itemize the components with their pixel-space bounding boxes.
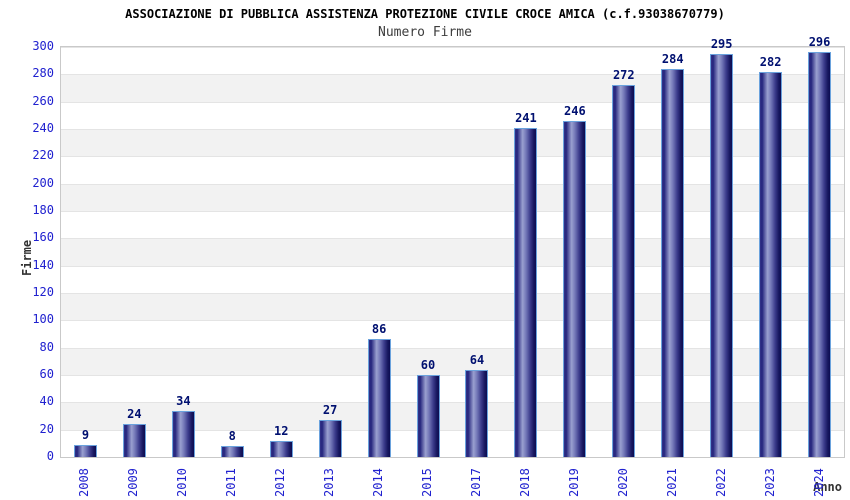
chart-subtitle: Numero Firme [378,25,472,40]
bar-2022 [710,53,734,457]
x-axis-title: Anno [813,480,842,494]
bar-2015 [416,375,440,457]
y-tick-label: 260 [32,93,54,108]
bar-value-label: 64 [469,352,485,367]
bar-2010 [171,410,195,457]
x-tick-label: 2017 [468,468,483,497]
bar-2024 [808,52,832,457]
bar-2012 [269,440,293,457]
chart-title: ASSOCIAZIONE DI PUBBLICA ASSISTENZA PROT… [125,7,725,21]
x-tick-label: 2013 [322,468,337,497]
grid-band [61,429,844,457]
x-tick-label: 2022 [713,468,728,497]
x-tick-label: 2010 [175,468,190,497]
y-tick-label: 180 [32,203,54,217]
bar-value-label: 272 [612,68,635,83]
bar-2020 [612,85,636,457]
grid-band [61,375,844,402]
y-tick-label: 60 [39,367,54,381]
y-tick-label: 220 [32,148,54,163]
bar-2011 [220,446,244,457]
bar-value-label: 27 [322,403,338,418]
bar-value-label: 86 [371,322,387,337]
bar-value-label: 246 [564,103,586,118]
x-tick-label: 2015 [420,468,435,497]
x-tick-label: 2019 [566,468,581,497]
y-axis: 0 20 40 60 80 100 120 140 160 180 200 220 240 260 280 3… [0,0,54,500]
y-tick-label: 120 [32,285,54,299]
x-tick-label: 2023 [762,468,777,497]
grid-band [61,320,844,347]
bar-value-label: 284 [661,51,684,66]
bar-2023 [759,71,783,457]
grid-band [61,156,844,183]
bar-value-label: 282 [759,54,782,69]
bar-value-label: 60 [420,358,436,372]
y-tick-label: 40 [39,394,54,409]
x-tick-label: 2020 [615,468,630,497]
x-tick-label: 2012 [273,468,288,497]
plot-area: 9 24 34 8 12 27 86 60 64 241 246 272 284 295 282 296 [60,35,845,458]
bar-2009 [122,424,146,457]
y-tick-label: 140 [32,257,54,272]
y-tick-label: 100 [32,312,54,327]
y-tick-label: 80 [39,339,54,354]
bar-2019 [563,120,587,457]
y-tick-label: 200 [32,175,54,190]
x-tick-label: 2014 [371,468,386,497]
bar-value-label: 12 [273,423,289,438]
y-tick-label: 300 [32,39,54,53]
bar-value-label: 241 [515,110,537,125]
bar-value-label: 24 [127,407,142,422]
bar-value-label: 8 [228,429,236,444]
bar-value-label: 296 [808,35,831,50]
grid-band [61,47,844,74]
y-tick-label: 160 [32,230,54,245]
bar-value-label: 295 [710,36,733,51]
x-tick-label: 2021 [664,468,679,497]
grid-band [61,265,844,293]
bar-2013 [318,420,342,457]
x-tick-label: 2018 [517,468,532,497]
bar-2014 [367,339,391,457]
x-tick-label: 2009 [126,468,141,497]
bar-2021 [661,68,685,457]
bar-value-label: 34 [176,393,191,408]
bar-2018 [514,127,538,457]
bar-2017 [465,369,489,457]
y-tick-label: 280 [32,66,54,81]
grid-band [61,211,844,238]
x-tick-label: 2008 [77,468,92,497]
y-tick-label: 0 [46,449,54,463]
y-tick-label: 20 [39,421,54,436]
bar-value-label: 9 [81,427,90,442]
y-axis-title: Firme [20,239,34,276]
x-tick-label: 2011 [224,468,239,497]
x-tick-label: 2024 [811,468,826,497]
y-tick-label: 240 [32,121,54,135]
grid-band [61,101,844,129]
bar-2008 [73,444,97,457]
